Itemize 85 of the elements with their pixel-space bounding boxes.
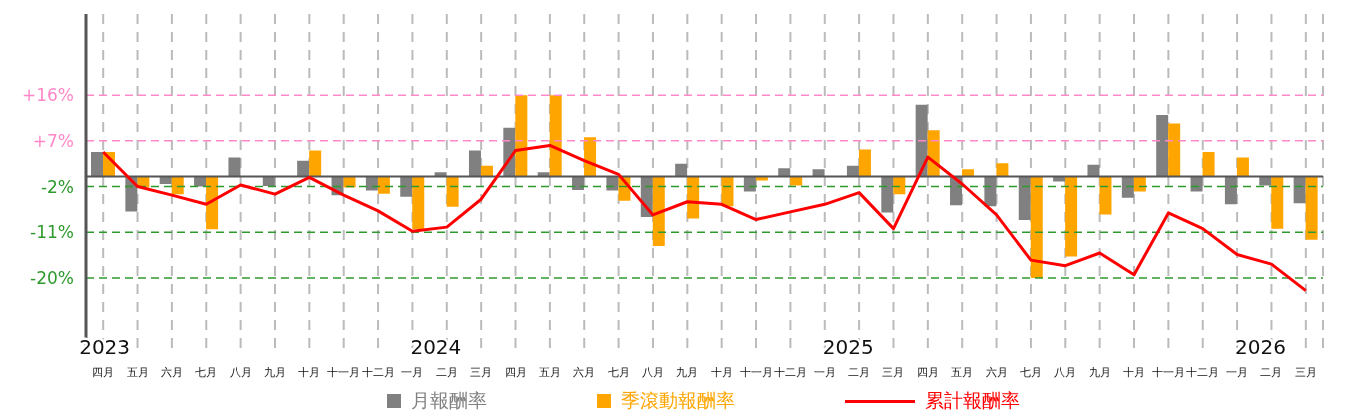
x-tick-label: 四月 [504,366,527,379]
bar [881,176,894,213]
bar [262,176,275,187]
legend-label: 月報酬率 [410,388,487,413]
bar [1293,176,1306,204]
bar [1121,176,1134,198]
bar [790,176,803,186]
x-tick-label: 五月 [538,366,561,379]
y-tick-label: -11% [30,222,74,243]
bar [468,150,481,177]
x-tick-label: 一月 [813,366,836,379]
x-tick-label: 十月 [1123,366,1146,379]
line-series [101,143,1308,293]
bar [515,95,528,177]
bar [893,176,906,195]
bar [1156,114,1169,177]
bar [1018,176,1031,221]
bar [309,150,322,177]
annotation: 2025 [822,335,874,359]
x-tick-label: 九月 [263,366,286,379]
x-tick-label: 七月 [607,366,630,379]
x-tick-label: 十一月 [739,366,773,379]
bar [721,176,734,207]
bar [206,176,219,230]
legend-label: 季滾動報酬率 [620,388,735,413]
x-tick-label: 八月 [229,366,252,379]
x-tick-label: 九月 [1088,366,1111,379]
x-tick-label: 十一月 [327,366,361,379]
x-tick-label: 一月 [401,366,424,379]
annotation: 2026 [1235,335,1286,359]
x-tick-label: 七月 [195,366,218,379]
x-tick-label: 四月 [92,366,115,379]
x-tick-label: 七月 [1019,366,1042,379]
bar [171,176,184,195]
bar [858,149,871,177]
x-tick-label: 十一月 [1151,366,1185,379]
x-tick-label: 九月 [676,366,699,379]
x-tick-label: 八月 [641,366,664,379]
x-tick-label: 六月 [573,366,596,379]
bar [446,176,459,207]
bar [412,176,425,230]
bar [743,176,756,192]
legend-label: 累計報酬率 [924,388,1020,413]
x-tick-label: 四月 [916,366,939,379]
bar [652,176,665,246]
x-tick-label: 十二月 [361,366,395,379]
bar [377,176,390,194]
x-tick-label: 六月 [985,366,1008,379]
bar [1030,176,1043,278]
bar [1271,176,1284,229]
bar [91,152,103,177]
x-tick-label: 一月 [1226,366,1249,379]
y-tick-label: -20% [30,267,74,288]
x-tick-label: 十月 [298,366,321,379]
bar [1224,176,1237,205]
bar [549,95,562,177]
x-tick-label: 二月 [848,366,871,379]
x-tick-label: 五月 [951,366,974,379]
bar [1168,123,1181,177]
bar [1133,176,1146,192]
y-tick-label: +16% [21,85,74,106]
x-tick-label: 二月 [1260,366,1283,379]
y-tick-label: +7% [32,130,74,151]
bar [1259,176,1272,186]
y-tick-label: -2% [40,176,74,197]
bar [1236,157,1249,177]
bar [228,157,241,177]
bar [1305,176,1318,240]
x-tick-label: 三月 [470,366,493,379]
x-tick-label: 十月 [710,366,733,379]
x-tick-label: 十二月 [1186,366,1220,379]
bar [1202,152,1215,177]
x-tick-label: 三月 [882,366,905,379]
x-tick-label: 五月 [126,366,149,379]
bar [984,176,997,207]
x-tick-label: 八月 [1054,366,1077,379]
bar [400,176,413,197]
x-tick-label: 六月 [160,366,183,379]
bar [996,163,1009,177]
annotation: 2024 [410,335,462,359]
x-tick-label: 三月 [1294,366,1317,379]
x-tick-label: 二月 [435,366,458,379]
bar [1099,176,1112,215]
x-tick-label: 十二月 [773,366,807,379]
bar [1065,176,1078,257]
